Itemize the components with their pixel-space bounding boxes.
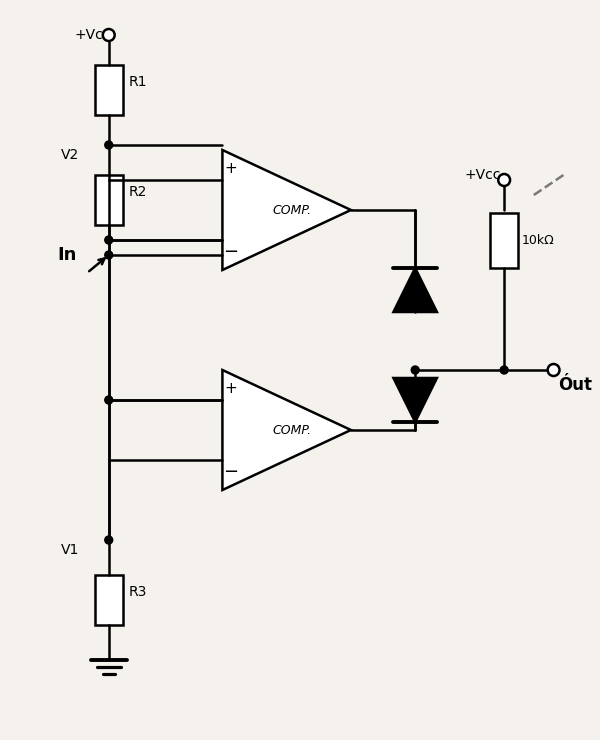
- Circle shape: [105, 236, 113, 244]
- Text: R1: R1: [128, 75, 147, 89]
- Circle shape: [498, 174, 510, 186]
- Text: R3: R3: [128, 585, 147, 599]
- Text: COMP.: COMP.: [272, 204, 311, 217]
- Circle shape: [103, 29, 115, 41]
- Text: Óut: Óut: [559, 376, 593, 394]
- Polygon shape: [223, 150, 351, 270]
- Text: 10kΩ: 10kΩ: [522, 234, 555, 246]
- Text: +Vcc: +Vcc: [74, 28, 110, 42]
- Polygon shape: [223, 370, 351, 490]
- Text: COMP.: COMP.: [272, 423, 311, 437]
- Text: +Vcc: +Vcc: [464, 168, 501, 182]
- Text: R2: R2: [128, 185, 147, 199]
- Text: +: +: [224, 380, 237, 395]
- Circle shape: [105, 536, 113, 544]
- Circle shape: [411, 366, 419, 374]
- Circle shape: [105, 396, 113, 404]
- Text: +: +: [224, 161, 237, 175]
- Polygon shape: [394, 268, 437, 312]
- Circle shape: [548, 364, 560, 376]
- Text: V2: V2: [61, 148, 79, 162]
- Circle shape: [105, 141, 113, 149]
- Text: In: In: [58, 246, 77, 264]
- Bar: [95, 175, 122, 225]
- Bar: [95, 65, 122, 115]
- Polygon shape: [394, 378, 437, 422]
- Circle shape: [500, 366, 508, 374]
- Text: V1: V1: [61, 543, 79, 557]
- Circle shape: [105, 251, 113, 259]
- Bar: [95, 575, 122, 625]
- Text: −: −: [223, 243, 238, 261]
- Bar: [490, 212, 518, 267]
- Text: −: −: [223, 463, 238, 481]
